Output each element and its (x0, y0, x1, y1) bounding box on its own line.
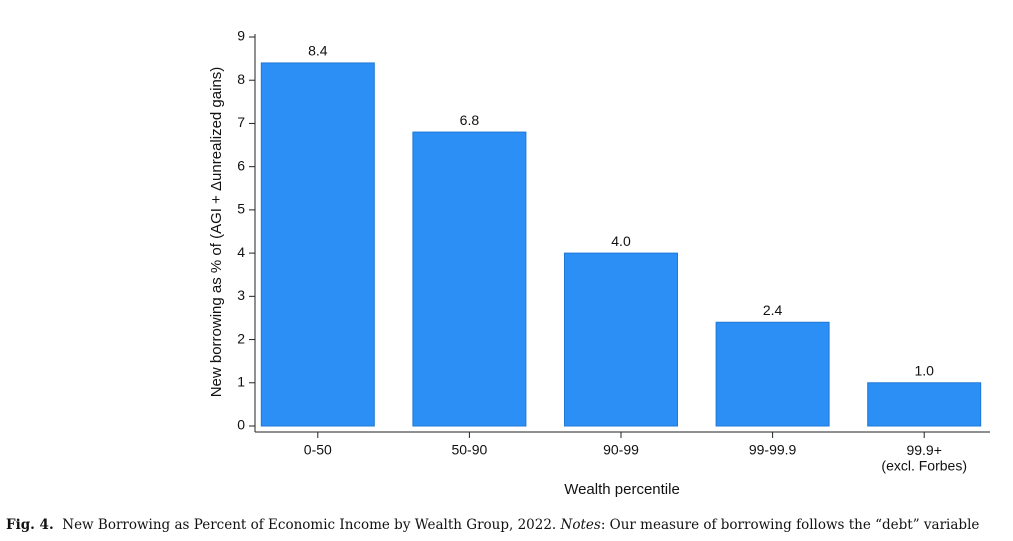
x-tick-label: 90-99 (603, 442, 639, 458)
y-tick-label: 2 (237, 330, 245, 346)
notes-label: Notes (560, 517, 601, 533)
caption-text: New Borrowing as Percent of Economic Inc… (62, 517, 557, 533)
bar (867, 382, 982, 427)
y-tick-label: 3 (237, 287, 245, 303)
caption: Fig. 4. New Borrowing as Percent of Econ… (6, 517, 979, 533)
bar (412, 131, 527, 427)
y-tick-label: 5 (237, 201, 245, 217)
bar (715, 321, 830, 427)
bar (260, 62, 375, 427)
x-axis-label: Wealth percentile (564, 481, 680, 498)
y-tick-label: 4 (237, 244, 245, 260)
notes-text: : Our measure of borrowing follows the “… (600, 517, 980, 533)
value-label: 4.0 (611, 233, 631, 249)
x-tick-label: 99-99.9 (749, 442, 797, 458)
y-axis-label: New borrowing as % of (AGI + Δunrealized… (208, 67, 225, 398)
bar (564, 252, 678, 427)
x-tick-label: 99.9+ (excl. Forbes) (881, 442, 967, 473)
x-tick-label: 50-90 (451, 442, 487, 458)
y-tick-label: 6 (237, 157, 245, 173)
y-tick-label: 0 (237, 417, 245, 433)
value-label: 8.4 (308, 43, 328, 59)
value-label: 1.0 (914, 362, 934, 378)
y-tick-label: 9 (237, 28, 245, 44)
caption-label: Fig. 4. (6, 517, 54, 533)
y-tick-label: 7 (237, 114, 245, 130)
value-label: 6.8 (460, 112, 480, 128)
x-tick-label: 0-50 (304, 442, 332, 458)
y-tick-label: 8 (237, 71, 245, 87)
chart: New borrowing as % of (AGI + Δunrealized… (208, 28, 990, 498)
y-tick-label: 1 (237, 373, 245, 389)
value-label: 2.4 (763, 302, 783, 318)
